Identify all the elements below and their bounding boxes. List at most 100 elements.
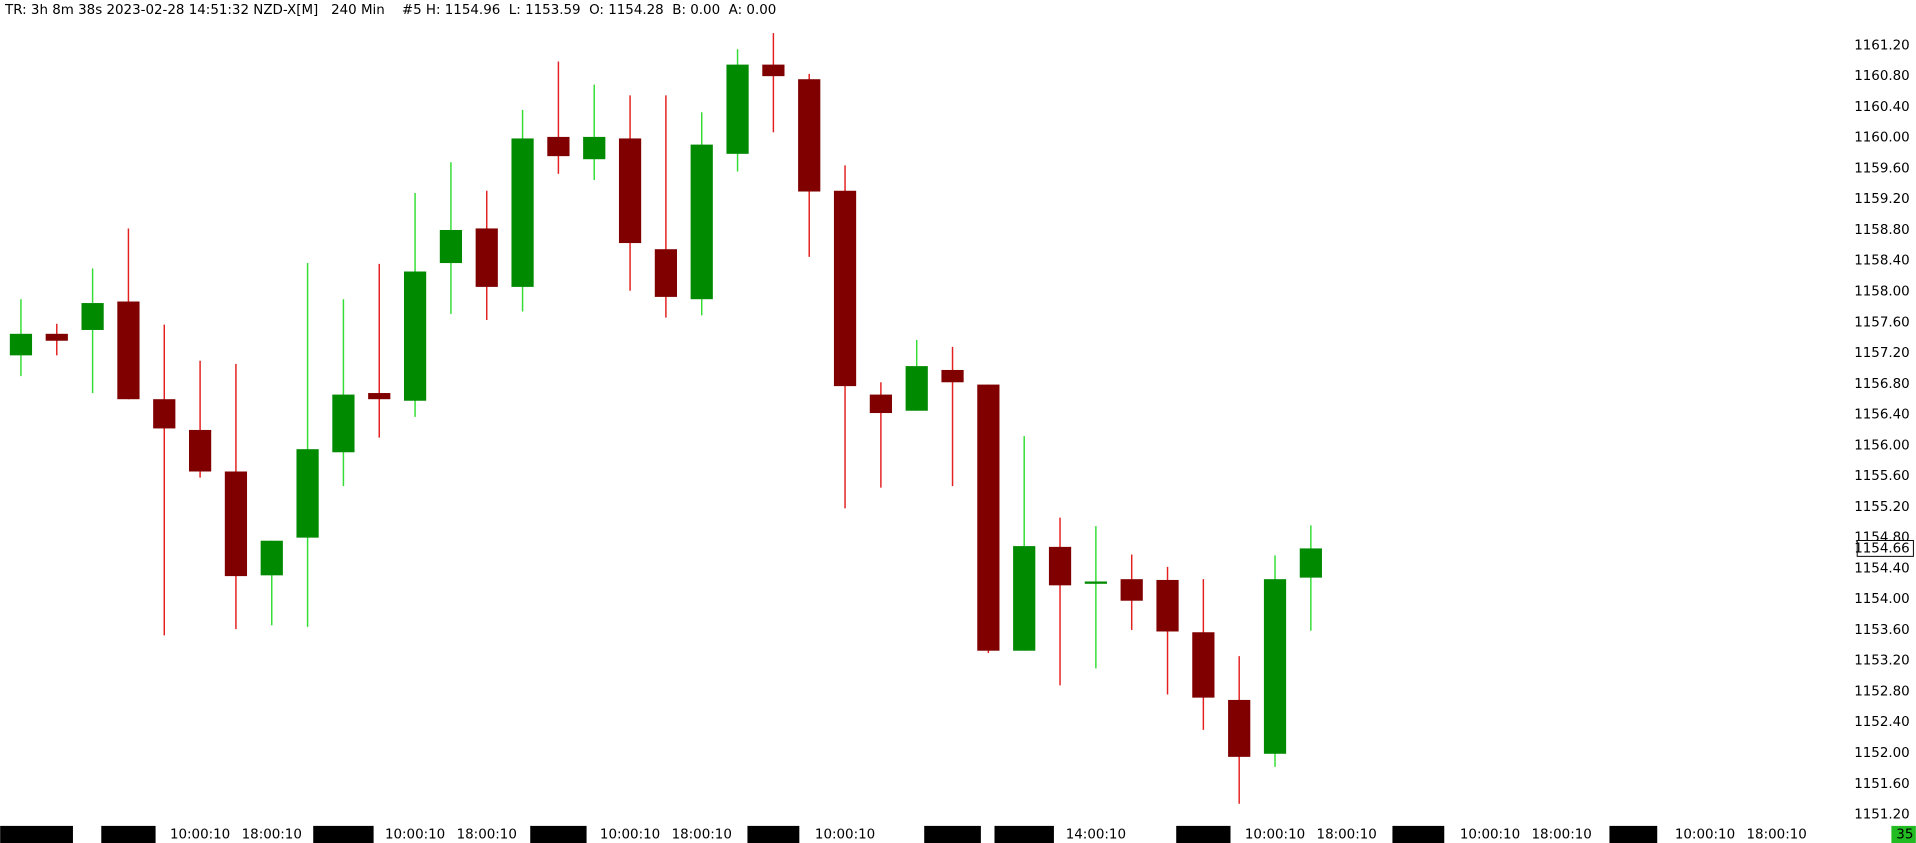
x-tick-label: 14:00:10 — [1066, 827, 1126, 842]
y-tick-label: 1160.80 — [1854, 69, 1910, 84]
y-tick-label: 1157.20 — [1854, 346, 1910, 361]
x-tick-label: 18:00:10 — [242, 827, 302, 842]
candle-body — [81, 303, 104, 330]
y-tick-label: 1158.40 — [1854, 254, 1910, 269]
y-tick-label: 1160.00 — [1854, 131, 1910, 146]
x-tick-label: 2-24 Fr — [750, 827, 797, 842]
x-tick: 2-24 Fr — [747, 825, 800, 843]
y-tick-label: 1154.00 — [1854, 592, 1910, 607]
x-tick-label: 2-21 Tu — [104, 827, 153, 842]
candle-body — [1048, 546, 1072, 586]
x-tick-label: 2-22 We — [316, 827, 371, 842]
candle-body — [798, 79, 821, 192]
last-price-label: 1154.66 — [1854, 541, 1910, 556]
x-tick-label: 18:00:10 — [672, 827, 732, 842]
y-tick-label: 1157.60 — [1854, 315, 1910, 330]
x-tick-label: 10:00:10 — [600, 827, 660, 842]
y-tick-label: 1156.00 — [1854, 438, 1910, 453]
x-tick-label: 2-28 Tu — [1179, 827, 1228, 842]
y-tick-label: 1152.00 — [1854, 746, 1910, 761]
countdown-box — [1891, 825, 1916, 843]
x-tick: 18:00:10 — [1747, 827, 1807, 842]
x-tick-label: 2-23 Th — [533, 827, 584, 842]
last-price-box — [1856, 539, 1914, 557]
x-tick-highlight — [530, 825, 587, 843]
x-tick: 3-1 We — [1392, 825, 1445, 843]
x-tick-label: 3-2 Th — [1612, 827, 1655, 842]
candle-body — [403, 271, 427, 401]
x-tick-highlight — [1392, 825, 1445, 843]
x-tick: 10:00:10 — [385, 827, 445, 842]
candle-body — [654, 249, 678, 297]
candle-body — [726, 64, 749, 154]
y-tick-label: 1153.20 — [1854, 654, 1910, 669]
x-tick-label: 10:00:10 — [1245, 827, 1305, 842]
x-tick-label: 3-2-20 Mo — [3, 827, 71, 842]
x-tick-label: 10:00:10 — [170, 827, 230, 842]
x-tick: 14:00:10 — [1066, 827, 1126, 842]
y-tick-label: 1156.80 — [1854, 377, 1910, 392]
x-tick-highlight — [313, 825, 374, 843]
candle-body — [1120, 579, 1143, 601]
candle-body — [762, 64, 785, 77]
candle-body — [941, 369, 964, 383]
y-tick-label: 1158.00 — [1854, 285, 1910, 300]
x-tick-label: 2-26 Su — [927, 827, 979, 842]
y-tick-label: 1158.80 — [1854, 223, 1910, 238]
x-tick: 10:00:10 — [170, 827, 230, 842]
candle-body — [905, 366, 928, 411]
x-tick: 2-27 Mo — [994, 825, 1054, 843]
y-tick-label: 1151.20 — [1854, 808, 1910, 823]
y-tick-label: 1156.40 — [1854, 408, 1910, 423]
x-tick: 2-21 Tu — [101, 825, 156, 843]
candle-body — [260, 540, 283, 576]
candle-body — [296, 449, 319, 538]
candle-body — [977, 384, 1000, 651]
y-tick-label: 1152.80 — [1854, 684, 1910, 699]
x-tick: 18:00:10 — [672, 827, 732, 842]
x-tick: 2-22 We — [313, 825, 374, 843]
y-tick-label: 1159.60 — [1854, 161, 1910, 176]
candle-body — [511, 138, 534, 287]
candle-body — [1156, 579, 1179, 632]
chart-info: TR: 3h 8m 38s 2023-02-28 14:51:32 NZD-X[… — [4, 3, 776, 18]
x-tick-highlight — [747, 825, 800, 843]
y-tick-label: 1160.40 — [1854, 100, 1910, 115]
candle-body — [1263, 579, 1287, 754]
y-tick-label: 1159.20 — [1854, 192, 1910, 207]
x-tick-highlight — [994, 825, 1054, 843]
x-tick: 18:00:10 — [1317, 827, 1377, 842]
y-tick-label: 1153.60 — [1854, 623, 1910, 638]
candle-body — [45, 333, 68, 341]
x-tick: 2-28 Tu — [1176, 825, 1231, 843]
candle-body — [1084, 581, 1107, 584]
y-tick-label: 1155.20 — [1854, 500, 1910, 515]
x-tick-label: 10:00:10 — [1460, 827, 1520, 842]
candle-body — [117, 301, 140, 400]
candle-body — [224, 471, 248, 577]
x-tick: 10:00:10 — [1245, 827, 1305, 842]
x-tick-highlight — [924, 825, 981, 843]
candle-body — [583, 136, 606, 160]
x-tick: 10:00:10 — [600, 827, 660, 842]
candle-body — [833, 190, 857, 387]
x-tick: 3-2 Th — [1609, 825, 1658, 843]
candle-body — [439, 229, 463, 264]
candle-body — [475, 228, 498, 287]
x-tick-highlight — [0, 825, 73, 843]
x-tick: 10:00:10 — [1675, 827, 1735, 842]
candle-body — [9, 333, 33, 356]
countdown-label: 35 — [1896, 827, 1913, 842]
x-tick: 2-23 Th — [530, 825, 587, 843]
candle-body — [1013, 546, 1036, 651]
candle-body — [618, 138, 642, 244]
x-tick-label: 10:00:10 — [815, 827, 875, 842]
y-tick-label: 1154.40 — [1854, 561, 1910, 576]
x-tick-highlight — [101, 825, 156, 843]
x-tick: 18:00:10 — [242, 827, 302, 842]
y-tick-label: 1161.20 — [1854, 38, 1910, 53]
candle-body — [1228, 699, 1251, 757]
candle-body — [547, 136, 570, 157]
x-tick-label: 18:00:10 — [457, 827, 517, 842]
